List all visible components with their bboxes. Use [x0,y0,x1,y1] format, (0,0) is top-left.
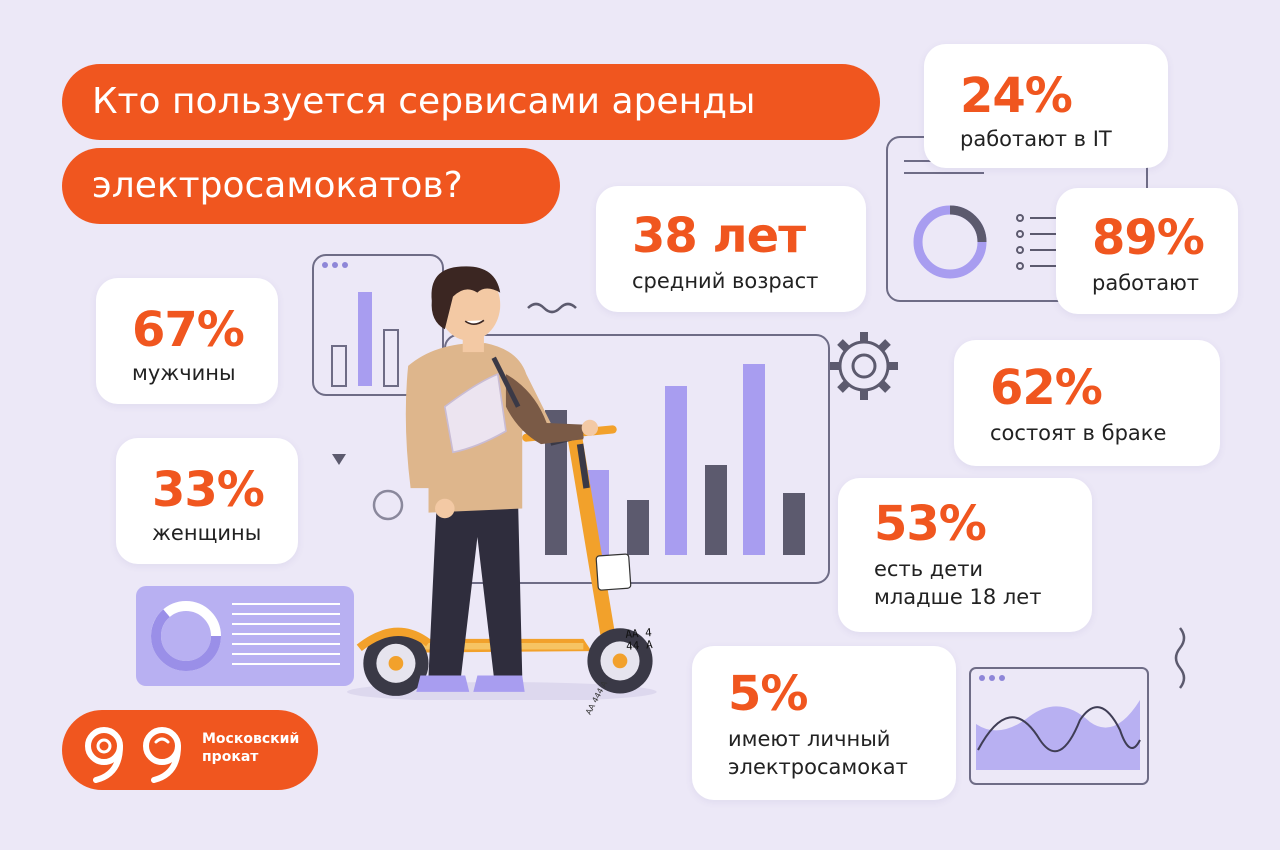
stat-label: состоят в браке [990,421,1167,445]
license-plate-text: АА 4 44 А [621,626,657,653]
person-with-scooter-illustration [347,266,657,700]
stat-label: работают в IT [960,127,1112,151]
bg-bar [358,292,372,386]
title-text-line-2: электросамокатов? [92,165,463,206]
stat-card-employed: 89% работают [1056,188,1238,314]
stat-value: 67% [132,302,245,358]
stat-card-it: 24% работают в IT [924,44,1168,168]
stat-card-own-scooter: 5% имеют личный электросамокат [692,646,956,800]
stat-label-line-2: электросамокат [728,755,908,780]
logo-badge: Московский прокат [62,710,318,790]
bg-bar [331,345,347,387]
stat-label: женщины [152,521,262,545]
stat-label: мужчины [132,361,236,385]
title-line-1: Кто пользуется сервисами аренды [62,64,880,140]
stat-value: 53% [874,496,987,552]
stat-value: 38 лет [632,208,806,264]
license-plate [595,553,632,591]
donut-chart-icon [913,205,987,279]
stat-card-age: 38 лет средний возраст [596,186,866,312]
logo-text: Московский прокат [202,730,299,766]
stat-card-married: 62% состоят в браке [954,340,1220,466]
stat-label: работают [1092,271,1200,295]
bg-bar [627,500,649,555]
bg-bar [705,465,727,555]
squiggle-icon [527,302,577,314]
stat-label-line-2: младше 18 лет [874,585,1042,610]
title-text-line-1: Кто пользуется сервисами аренды [92,81,756,122]
plate-line-2: 44 А [625,638,654,653]
stat-card-women: 33% женщины [116,438,298,564]
stat-value: 33% [152,462,265,518]
triangle-icon [332,454,346,465]
stat-card-men: 67% мужчины [96,278,278,404]
stat-card-children: 53% есть дети младше 18 лет [838,478,1092,632]
bg-bar [545,410,567,555]
stat-value: 89% [1092,210,1205,266]
stat-label: средний возраст [632,269,819,293]
bg-window-area-chart [969,667,1149,785]
stat-label-line-1: есть дети [874,557,984,581]
title-line-2: электросамокатов? [62,148,560,224]
bg-bar [743,364,765,555]
stat-value: 62% [990,360,1103,416]
area-chart-icon [976,700,1140,770]
gear-icon [830,332,898,400]
bg-bar [383,329,399,387]
logo-name-line-1: Московский [202,731,300,747]
stat-value: 5% [728,666,809,722]
stat-label-line-1: имеют личный [728,727,891,751]
wave-icon [1174,627,1186,689]
stat-value: 24% [960,68,1073,124]
logo-name-line-2: прокат [202,749,259,765]
bg-bar [665,386,687,555]
bg-bar [783,493,805,555]
logo-icon [85,727,181,783]
small-gear-icon [372,489,404,521]
list-icon [1016,214,1060,270]
